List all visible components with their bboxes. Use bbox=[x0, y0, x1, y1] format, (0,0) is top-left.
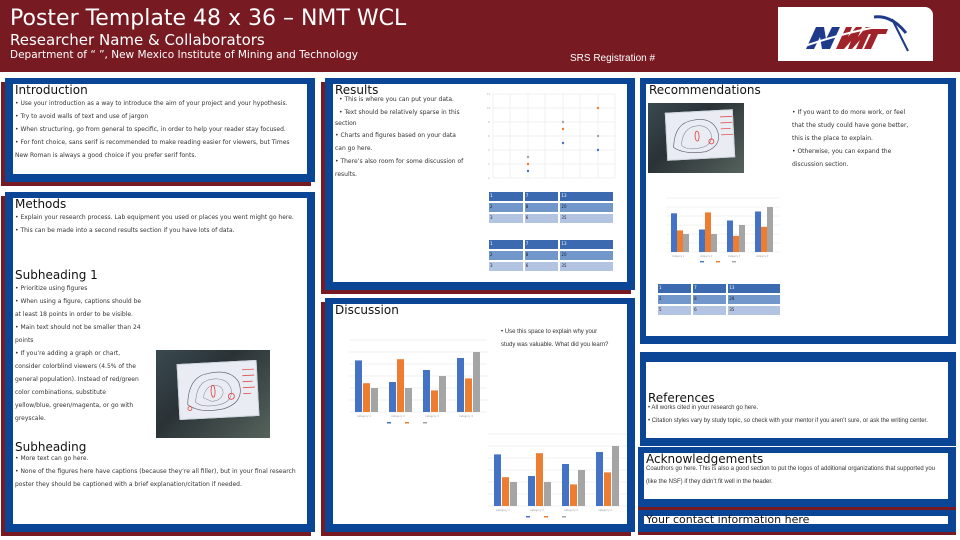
recommendations-heading: Recommendations bbox=[649, 84, 761, 97]
svg-text:Category 4: Category 4 bbox=[459, 414, 473, 418]
svg-text:8: 8 bbox=[488, 120, 490, 124]
svg-text:12: 12 bbox=[487, 92, 491, 96]
poster-title: Poster Template 48 x 36 – NMT WCL bbox=[10, 6, 407, 31]
methods-heading: Methods bbox=[15, 198, 67, 211]
contact-panel: Your contact information here bbox=[638, 510, 956, 535]
results-item: • Text should be relatively sparse in th… bbox=[339, 109, 460, 116]
nmt-logo-icon bbox=[801, 15, 909, 52]
intro-item: • For font choice, sans serif is recomme… bbox=[15, 139, 290, 146]
sub1-item: color combinations, substitute bbox=[15, 389, 106, 396]
introduction-heading: Introduction bbox=[15, 84, 88, 97]
bar-chart-2: Category 1 Category 2 Category 3 Category 4 bbox=[488, 433, 626, 518]
sub1-item: at least 18 points in order to be visibl… bbox=[15, 311, 133, 318]
acknowledgements-item: Coauthors go here. This is also a good s… bbox=[646, 466, 936, 472]
contour-map-icon bbox=[673, 115, 734, 153]
svg-text:Category 1: Category 1 bbox=[357, 414, 371, 418]
acknowledgements-item: (like the NSF) if they didn’t fit well i… bbox=[646, 479, 773, 485]
subheading-1: Subheading 1 bbox=[15, 268, 98, 282]
references-item: • Citation styles vary by study topic, s… bbox=[648, 418, 928, 424]
svg-text:Category 4: Category 4 bbox=[756, 255, 769, 258]
results-table-2: 1 7 13 2 8 20 3 6 35 bbox=[487, 238, 615, 273]
svg-text:2: 2 bbox=[488, 162, 490, 166]
scatter-chart: 12 10 8 6 4 2 0 bbox=[487, 92, 616, 180]
results-item: section bbox=[335, 120, 357, 127]
introduction-panel: Introduction • Use your introduction as … bbox=[1, 78, 315, 186]
sub1-item: • If you’re adding a graph or chart, bbox=[15, 350, 121, 357]
results-panel: Results • This is where you can put your… bbox=[321, 78, 635, 294]
sub1-item: • Prioritize using figures bbox=[15, 285, 88, 292]
sub1-item: greyscale. bbox=[15, 415, 46, 422]
recommendations-table: 1 7 13 2 8 28 5 6 35 bbox=[656, 282, 782, 317]
svg-text:Category 4: Category 4 bbox=[598, 508, 612, 512]
references-heading: References bbox=[648, 391, 715, 405]
contact-heading: Your contact information here bbox=[646, 513, 810, 526]
results-table-1: 1 7 13 2 8 20 3 6 35 bbox=[487, 190, 615, 225]
subheading-2: Subheading bbox=[15, 440, 87, 454]
recommendations-item: • Otherwise, you can expand the bbox=[792, 148, 892, 155]
recommendations-item: discussion section. bbox=[792, 161, 849, 168]
results-heading: Results bbox=[335, 84, 379, 97]
discussion-panel: Discussion • Use this space to explain w… bbox=[321, 298, 635, 536]
methods-item: • This can be made into a second results… bbox=[15, 227, 235, 234]
sub1-item: • Main text should not be smaller than 2… bbox=[15, 324, 141, 331]
sub2-item: • None of the figures here have captions… bbox=[15, 468, 296, 475]
sub1-item: points bbox=[15, 337, 34, 344]
svg-text:Category 1: Category 1 bbox=[672, 255, 685, 258]
methods-item: • Explain your research process. Lab equ… bbox=[15, 214, 294, 221]
recommendations-item: this is the place to explain. bbox=[792, 135, 873, 142]
discussion-item: study was valuable. What did you learn? bbox=[501, 342, 609, 348]
intro-item: • Try to avoid walls of text and use of … bbox=[15, 113, 149, 120]
intro-item: New Roman is always a good choice if you… bbox=[15, 152, 197, 159]
discussion-heading: Discussion bbox=[335, 304, 399, 317]
sub1-item: consider colorblind viewers (4.5% of the bbox=[15, 363, 136, 370]
recommendations-panel: Recommendations • If you want to do more… bbox=[640, 78, 956, 344]
svg-text:6: 6 bbox=[488, 134, 490, 138]
sub1-item: general population). Instead of red/gree… bbox=[15, 376, 139, 383]
poster-header: Poster Template 48 x 36 – NMT WCL Resear… bbox=[0, 0, 960, 72]
results-item: results. bbox=[335, 171, 358, 178]
svg-text:Category 2: Category 2 bbox=[391, 414, 405, 418]
svg-text:Category 1: Category 1 bbox=[496, 508, 510, 512]
department-line: Department of “ ”, New Mexico Institute … bbox=[10, 49, 358, 61]
svg-text:10: 10 bbox=[487, 106, 491, 110]
results-item: can go here. bbox=[335, 145, 373, 152]
svg-text:4: 4 bbox=[488, 148, 490, 152]
svg-text:0: 0 bbox=[488, 176, 490, 180]
recommendations-item: • If you want to do more work, or feel bbox=[792, 109, 906, 116]
results-item: • There’s also room for some discussion … bbox=[335, 158, 464, 165]
intro-item: • When structuring, go from general to s… bbox=[15, 126, 286, 133]
researcher-names: Researcher Name & Collaborators bbox=[10, 31, 265, 49]
references-item: • All works cited in your research go he… bbox=[648, 405, 759, 411]
intro-item: • Use your introduction as a way to intr… bbox=[15, 100, 288, 107]
svg-text:Category 3: Category 3 bbox=[564, 508, 578, 512]
recommendations-photo bbox=[648, 103, 744, 173]
acknowledgements-panel: Acknowledgements Coauthors go here. This… bbox=[638, 447, 956, 510]
bar-chart-3: Category 1 Category 2 Category 3 Category 4 bbox=[666, 197, 780, 263]
recommendations-item: that the study could have gone better, bbox=[792, 122, 909, 129]
discussion-item: • Use this space to explain why your bbox=[501, 329, 598, 335]
sub2-item: • More text can go here. bbox=[15, 455, 89, 462]
results-item: • This is where you can put your data. bbox=[339, 96, 454, 103]
svg-text:Category 3: Category 3 bbox=[425, 414, 439, 418]
svg-text:Category 2: Category 2 bbox=[700, 255, 713, 258]
contour-map-icon bbox=[187, 368, 255, 411]
srs-registration: SRS Registration # bbox=[570, 53, 656, 64]
sub1-item: yellow/blue, green/magenta, or go with bbox=[15, 402, 134, 409]
field-map-photo bbox=[156, 350, 270, 438]
references-panel: References • All works cited in your res… bbox=[640, 352, 956, 446]
bar-chart-1: Category 1 Category 2 Category 3 Category 4 bbox=[349, 339, 487, 424]
sub2-item: poster they should be captioned with a b… bbox=[15, 481, 242, 488]
nmt-logo bbox=[778, 7, 933, 61]
results-item: • Charts and figures based on your data bbox=[335, 132, 456, 139]
svg-text:Category 2: Category 2 bbox=[530, 508, 544, 512]
methods-panel: Methods • Explain your research process.… bbox=[1, 192, 315, 536]
acknowledgements-heading: Acknowledgements bbox=[646, 453, 764, 466]
svg-text:Category 3: Category 3 bbox=[728, 255, 741, 258]
sub1-item: • When using a figure, captions should b… bbox=[15, 298, 142, 305]
